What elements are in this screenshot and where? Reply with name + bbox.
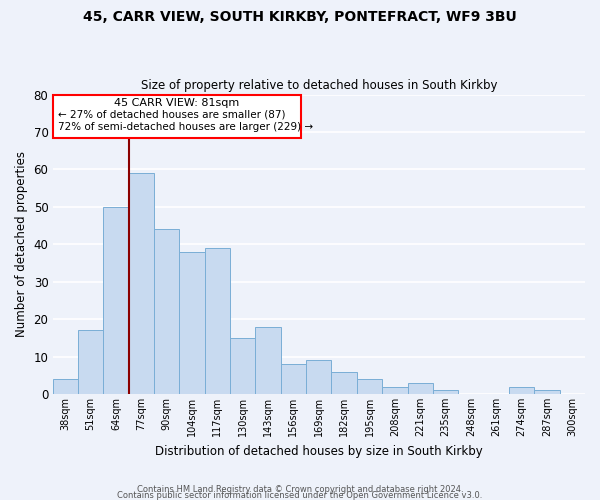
- Text: Contains public sector information licensed under the Open Government Licence v3: Contains public sector information licen…: [118, 490, 482, 500]
- Text: 72% of semi-detached houses are larger (229) →: 72% of semi-detached houses are larger (…: [58, 122, 313, 132]
- FancyBboxPatch shape: [53, 94, 301, 138]
- Bar: [357, 379, 382, 394]
- Bar: [256, 326, 281, 394]
- Bar: [382, 386, 407, 394]
- Bar: [534, 390, 560, 394]
- Bar: [128, 173, 154, 394]
- Bar: [230, 338, 256, 394]
- Bar: [433, 390, 458, 394]
- Bar: [53, 379, 78, 394]
- Text: ← 27% of detached houses are smaller (87): ← 27% of detached houses are smaller (87…: [58, 109, 285, 119]
- Text: 45, CARR VIEW, SOUTH KIRKBY, PONTEFRACT, WF9 3BU: 45, CARR VIEW, SOUTH KIRKBY, PONTEFRACT,…: [83, 10, 517, 24]
- X-axis label: Distribution of detached houses by size in South Kirkby: Distribution of detached houses by size …: [155, 444, 482, 458]
- Bar: [407, 383, 433, 394]
- Bar: [103, 207, 128, 394]
- Bar: [179, 252, 205, 394]
- Bar: [306, 360, 331, 394]
- Bar: [154, 230, 179, 394]
- Bar: [281, 364, 306, 394]
- Text: 45 CARR VIEW: 81sqm: 45 CARR VIEW: 81sqm: [114, 98, 239, 108]
- Title: Size of property relative to detached houses in South Kirkby: Size of property relative to detached ho…: [140, 79, 497, 92]
- Bar: [331, 372, 357, 394]
- Bar: [205, 248, 230, 394]
- Bar: [509, 386, 534, 394]
- Bar: [78, 330, 103, 394]
- Y-axis label: Number of detached properties: Number of detached properties: [15, 152, 28, 338]
- Text: Contains HM Land Registry data © Crown copyright and database right 2024.: Contains HM Land Registry data © Crown c…: [137, 484, 463, 494]
